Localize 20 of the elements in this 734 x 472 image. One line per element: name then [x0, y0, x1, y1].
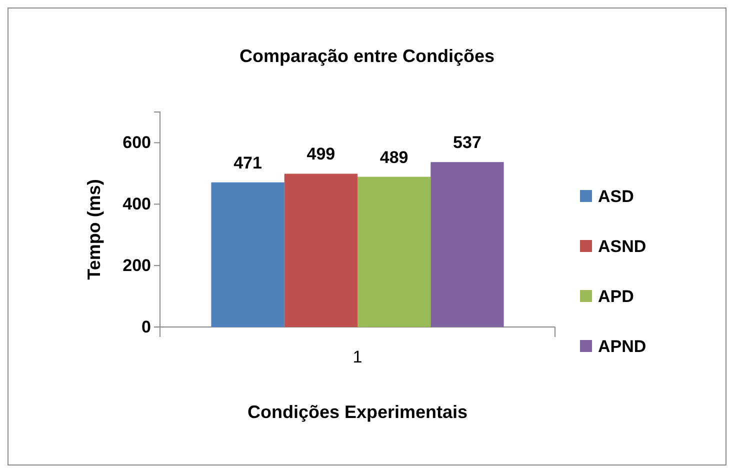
- y-tick-label: 600: [122, 133, 151, 152]
- y-axis-title: Tempo (ms): [84, 179, 104, 280]
- x-axis-title: Condições Experimentais: [247, 402, 468, 422]
- legend-label: APND: [598, 337, 646, 356]
- y-tick-label: 200: [122, 256, 151, 276]
- legend-label: APD: [598, 287, 634, 306]
- bar: [211, 182, 284, 327]
- data-label: 489: [380, 148, 408, 167]
- data-label: 537: [453, 133, 482, 152]
- chart-title: Comparação entre Condições: [239, 46, 495, 66]
- data-label: 471: [234, 153, 262, 172]
- legend-label: ASD: [598, 187, 634, 206]
- bar: [284, 174, 358, 327]
- bar: [430, 162, 504, 327]
- y-tick-label: 400: [122, 194, 151, 214]
- x-tick-label: 1: [352, 347, 362, 366]
- legend-label: ASND: [598, 237, 646, 256]
- data-label: 499: [306, 144, 336, 164]
- y-tick-label: 0: [142, 317, 151, 336]
- bar: [358, 176, 431, 327]
